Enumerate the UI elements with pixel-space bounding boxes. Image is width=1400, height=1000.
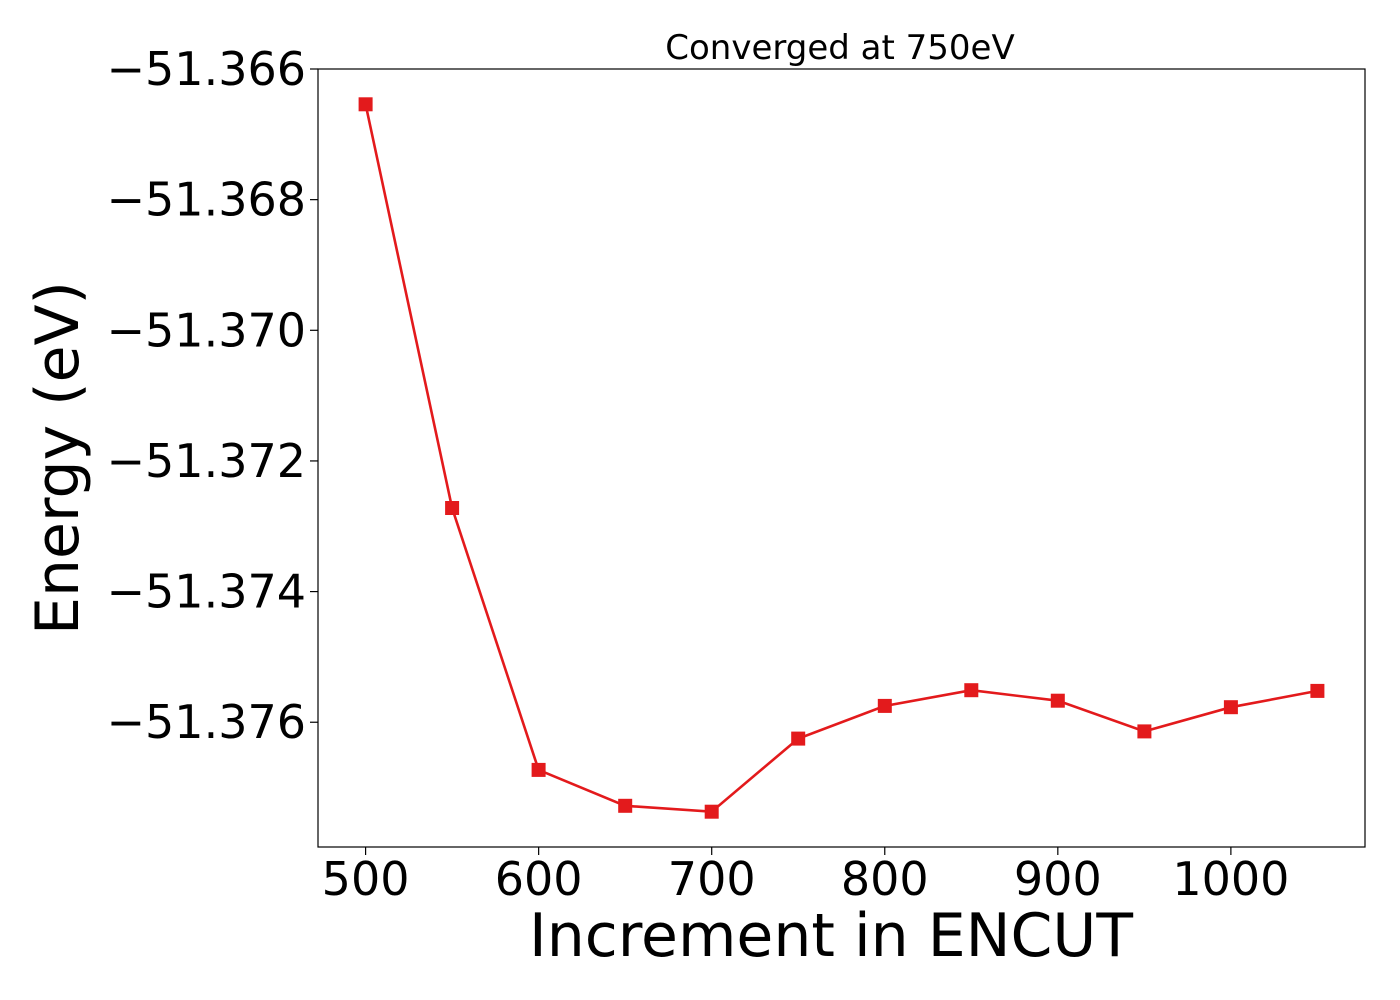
x-tick-label: 1000: [1172, 852, 1289, 906]
data-point: [791, 731, 806, 746]
series-layer: [358, 97, 1325, 819]
data-point: [704, 804, 719, 819]
plot-area: [317, 68, 1366, 848]
x-tick-label: 900: [1014, 852, 1102, 906]
series-line: [364, 104, 1318, 814]
x-tick-label: 800: [841, 852, 929, 906]
y-tick-label: −51.368: [107, 173, 307, 227]
data-point: [1050, 693, 1065, 708]
data-point: [1223, 700, 1238, 715]
y-axis-label: Energy (eV): [23, 281, 93, 635]
y-tick-label: −51.374: [107, 565, 307, 619]
y-tick-label: −51.376: [107, 695, 307, 749]
data-point: [1137, 724, 1152, 739]
x-axis: 500 600 700 800 900 1000: [322, 847, 1289, 906]
x-tick-label: 600: [495, 852, 583, 906]
y-axis: −51.366 −51.368 −51.370 −51.372 −51.374 −51.3…: [107, 42, 318, 749]
y-tick-label: −51.366: [107, 42, 307, 96]
data-point: [618, 798, 633, 813]
x-axis-label: Increment in ENCUT: [529, 901, 1133, 971]
data-point: [1310, 683, 1325, 698]
y-tick-label: −51.372: [107, 434, 307, 488]
data-point: [531, 762, 546, 777]
plot-frame: [317, 68, 1366, 848]
data-point: [877, 698, 892, 713]
x-tick-label: 500: [322, 852, 410, 906]
data-point: [964, 683, 979, 698]
chart-title: Converged at 750eV: [665, 28, 1014, 68]
data-point: [445, 501, 460, 515]
y-tick-label: −51.370: [107, 303, 307, 357]
data-point: [358, 97, 373, 112]
x-tick-label: 700: [668, 852, 756, 906]
